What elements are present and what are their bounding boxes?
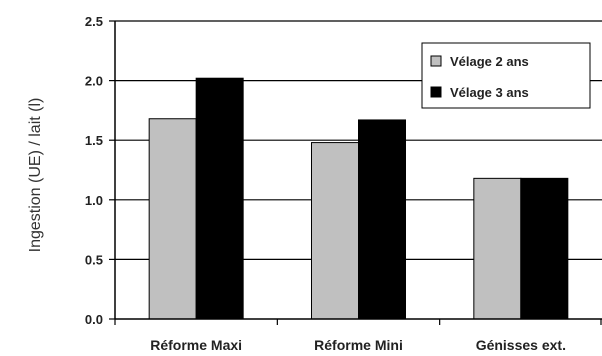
x-category-label: Génisses ext.: [476, 337, 566, 353]
bar-velage-2-ans: [311, 142, 359, 320]
legend-swatch-velage-2-ans: [430, 55, 442, 67]
bars: [148, 77, 569, 320]
axes: [114, 21, 602, 320]
x-category-label: Réforme Mini: [314, 337, 403, 353]
bar-velage-3-ans: [358, 119, 406, 320]
bar-velage-2-ans: [148, 118, 197, 320]
x-category-label: Réforme Maxi: [150, 337, 242, 353]
bar-velage-3-ans: [195, 77, 244, 320]
bar-velage-2-ans: [473, 177, 522, 320]
y-tick-label: 0.0: [85, 312, 103, 327]
y-tick-label: 0.5: [85, 252, 103, 267]
legend-label-velage-3-ans: Vélage 3 ans: [450, 85, 529, 100]
bar-velage-3-ans: [520, 177, 569, 320]
y-ticks: 0.0 0.5 1.0 1.5 2.0 2.5: [85, 14, 115, 327]
y-tick-label: 1.0: [85, 193, 103, 208]
legend: Vélage 2 ans Vélage 3 ans: [421, 42, 591, 109]
legend-label-velage-2-ans: Vélage 2 ans: [450, 54, 529, 69]
y-tick-label: 1.5: [85, 133, 103, 148]
legend-box: [421, 42, 591, 109]
legend-swatch-velage-3-ans: [430, 86, 442, 98]
x-categories: Réforme Maxi Réforme Mini Génisses ext.: [114, 319, 602, 353]
y-axis-title: Ingestion (UE) / lait (l): [27, 98, 44, 253]
y-tick-label: 2.5: [85, 14, 103, 29]
y-tick-label: 2.0: [85, 74, 103, 89]
